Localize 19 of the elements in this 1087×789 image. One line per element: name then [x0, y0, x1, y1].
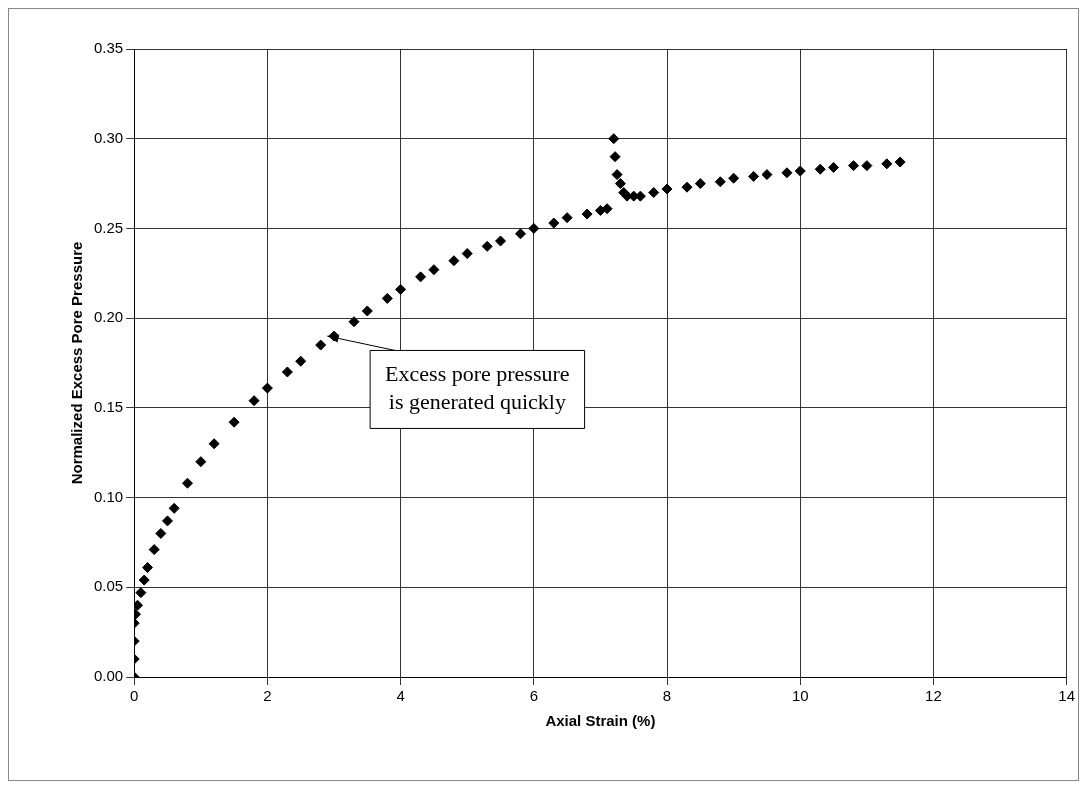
- y-tick-label: 0.30: [93, 128, 124, 146]
- x-tick-label: 0: [130, 687, 139, 705]
- y-tick-label: 0.35: [93, 39, 124, 57]
- y-tick-label: 0.20: [93, 308, 124, 326]
- x-tick-label: 6: [529, 687, 538, 705]
- x-axis-title: Axial Strain (%): [545, 712, 656, 730]
- x-tick-label: 10: [791, 687, 809, 705]
- y-tick-label: 0.05: [93, 577, 124, 595]
- y-axis-title: Normalized Excess Pore Pressure: [68, 241, 86, 485]
- x-tick-label: 14: [1058, 687, 1075, 705]
- x-tick-label: 4: [396, 687, 405, 705]
- x-tick-label: 12: [925, 687, 942, 705]
- annotation: Excess pore pressure is generated quickly: [385, 361, 570, 415]
- y-tick-label: 0.25: [93, 218, 124, 236]
- x-tick-label: 2: [263, 687, 272, 705]
- y-tick-label: 0.15: [93, 398, 124, 415]
- y-tick-label: 0.00: [93, 667, 124, 685]
- y-tick-label: 0.10: [93, 487, 124, 505]
- x-tick-label: 8: [662, 687, 672, 705]
